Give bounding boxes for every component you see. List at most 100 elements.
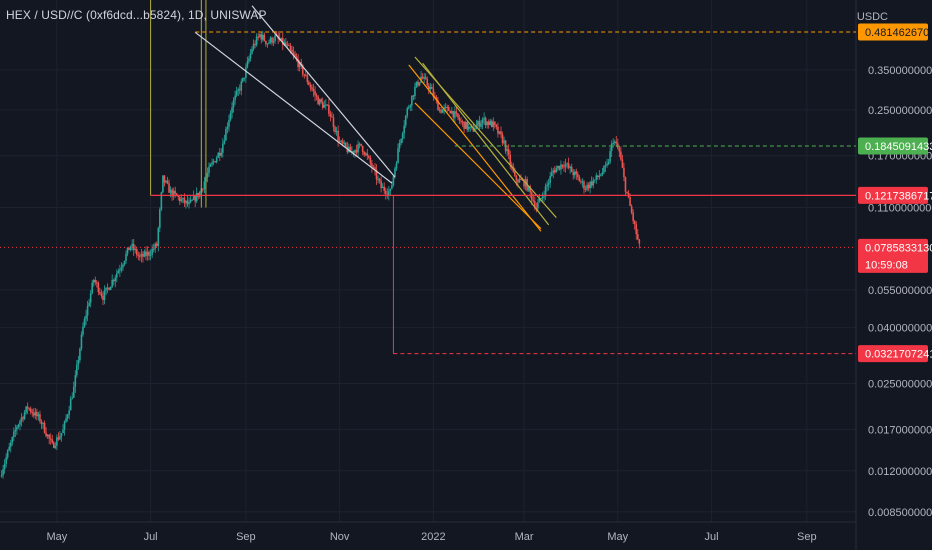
candle xyxy=(232,97,235,113)
candle xyxy=(409,104,412,111)
candle-body xyxy=(320,99,322,102)
trend-line xyxy=(251,5,396,178)
candle xyxy=(446,104,449,113)
candle-body xyxy=(477,121,479,126)
candle-body xyxy=(135,249,138,255)
candle-body xyxy=(125,253,127,261)
candle-body xyxy=(214,161,216,163)
symbol-title[interactable]: HEX / USD//C (0xf6dcd...b5824), 1D, UNIS… xyxy=(6,8,267,22)
candle xyxy=(441,109,444,113)
candle xyxy=(397,143,399,164)
candle xyxy=(503,136,505,145)
candle-body xyxy=(297,59,299,68)
candle xyxy=(610,140,613,158)
candle-body xyxy=(584,188,587,190)
time-tick-label: May xyxy=(46,531,67,543)
candle xyxy=(179,195,181,205)
candle-body xyxy=(537,202,539,209)
candle-body xyxy=(427,85,430,90)
candle-body xyxy=(541,196,544,199)
price-tick-label: 0.0550000000 xyxy=(868,285,932,297)
candle-body xyxy=(389,188,392,192)
candle xyxy=(257,33,259,41)
candle xyxy=(426,76,429,88)
candle xyxy=(332,113,335,132)
candle-body xyxy=(122,264,124,268)
candle-body xyxy=(358,143,361,145)
candle xyxy=(621,154,624,169)
candle-body xyxy=(629,197,631,206)
candle-body xyxy=(51,439,54,443)
candle xyxy=(237,87,240,97)
candle-body xyxy=(289,45,292,50)
candle xyxy=(23,409,26,421)
candle xyxy=(154,242,157,253)
candle-body xyxy=(166,180,169,184)
candle xyxy=(329,110,332,122)
candle xyxy=(94,276,97,286)
candle xyxy=(254,40,256,49)
candle xyxy=(36,408,38,421)
candle xyxy=(547,178,550,191)
candle xyxy=(398,139,401,153)
candle xyxy=(455,107,458,117)
candle xyxy=(613,139,616,146)
candle xyxy=(166,176,169,185)
candle-body xyxy=(386,193,389,195)
candle xyxy=(458,114,461,124)
candle-body xyxy=(142,253,144,257)
time-tick-label: Mar xyxy=(515,531,534,543)
candle xyxy=(292,46,295,60)
candle-body xyxy=(351,150,353,153)
candle-body xyxy=(60,433,63,437)
candle xyxy=(26,402,29,415)
candle xyxy=(77,355,80,370)
candle-body xyxy=(237,89,240,91)
candle xyxy=(3,459,6,474)
candle xyxy=(612,138,614,148)
candle xyxy=(569,165,571,174)
candle-body xyxy=(195,192,198,202)
candle xyxy=(492,117,495,132)
candle-body xyxy=(157,227,160,246)
candle-body xyxy=(417,81,419,86)
candle-body xyxy=(17,424,20,428)
candle-body xyxy=(100,293,103,296)
candle xyxy=(447,104,450,112)
candle-body xyxy=(355,149,358,153)
candle-body xyxy=(577,173,579,177)
candle xyxy=(421,73,424,80)
candle-body xyxy=(126,247,129,254)
candle-body xyxy=(112,279,115,282)
candle-body xyxy=(23,412,26,419)
candle-body xyxy=(555,168,558,173)
candle xyxy=(388,186,390,201)
candle-body xyxy=(128,247,130,251)
candle-body xyxy=(467,126,470,130)
candle-body xyxy=(145,251,147,256)
candle-body xyxy=(527,186,530,191)
time-axis: May Jul Sep Nov 2022 Mar May Jul Sep xyxy=(46,531,816,543)
candle-body xyxy=(552,170,555,173)
candle xyxy=(151,244,153,259)
time-tick-label: Nov xyxy=(330,531,350,543)
candle xyxy=(29,406,32,415)
price-tag: 0.1217386717 xyxy=(858,186,932,204)
candle-body xyxy=(586,184,588,190)
candle xyxy=(174,186,176,198)
candle-body xyxy=(575,171,578,174)
candle-body xyxy=(632,212,634,221)
candle xyxy=(215,155,218,164)
candle xyxy=(88,298,90,307)
candle xyxy=(510,161,513,171)
candle-body xyxy=(404,115,407,126)
candle xyxy=(126,247,129,257)
candle-body xyxy=(558,165,561,170)
candle xyxy=(186,195,189,207)
candle-body xyxy=(573,171,576,176)
candle-body xyxy=(623,167,625,178)
candle xyxy=(114,274,117,288)
candle-body xyxy=(529,186,531,193)
